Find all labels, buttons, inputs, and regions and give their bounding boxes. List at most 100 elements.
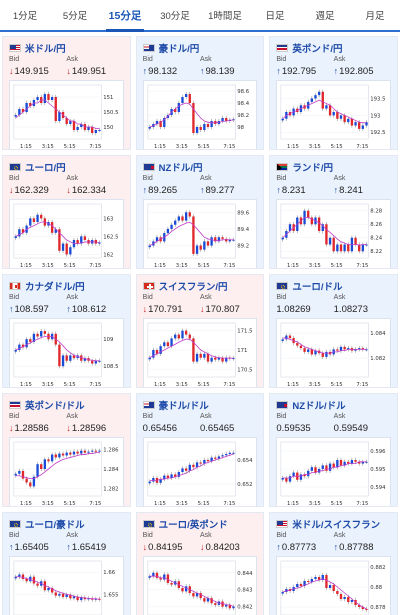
candle-body [362,125,365,129]
candle-body [162,574,166,580]
candle-body [47,94,50,100]
pair-name-link[interactable]: ユーロ/英ポンド [158,519,228,531]
ask-price-value: 1.65419 [71,541,107,553]
candlestick-chart[interactable]: 8.28 8.26 8.24 8.22 1:15 3:15 5:15 7:15 [276,199,391,269]
tab-timeframe[interactable]: 日足 [265,11,285,22]
candle-body [21,574,25,579]
candlestick-chart[interactable]: 171.5 171 170.5 1:15 3:15 5:15 7:15 [142,318,258,387]
price-values: ↓1.28586 ↓1.28596 [9,422,124,434]
candlestick-chart[interactable]: 98.6 98.4 98.2 98 1:15 3:15 5:15 7:15 [142,80,258,149]
candle-body [281,478,285,480]
pair-name-link[interactable]: スイスフラン/円 [158,281,228,293]
tab-timeframe[interactable]: 月足 [365,11,385,22]
ask-price-value: 0.87788 [339,541,374,553]
candlestick-chart[interactable]: 109 108.5 1:15 3:15 5:15 7:15 [9,318,124,387]
candle-body [321,465,325,469]
pair-name-link[interactable]: NZドル/円 [158,162,203,174]
candle-body [210,457,213,462]
candlestick-chart[interactable]: 163 162.5 162 1:15 3:15 5:15 7:15 [9,199,124,268]
ask-price: 0.59549 [334,423,391,434]
bid-price: 0.59535 [276,423,333,434]
candle-body [91,127,94,133]
bid-label: Bid [142,294,153,301]
candlestick-chart[interactable]: 89.6 89.4 89.2 1:15 3:15 5:15 7:15 [142,199,258,269]
tab-timeframe[interactable]: 週足 [315,11,335,22]
pair-name-link[interactable]: NZドル/ドル [292,400,346,412]
candle-body [332,463,336,468]
currency-pair-card[interactable]: ユーロ/豪ドルBidAsk↑1.65405↑1.654191.661.6551:… [2,512,131,615]
tab-timeframe[interactable]: 5分足 [62,11,88,22]
chart-svg: 8.28 8.26 8.24 8.22 1:15 3:15 5:15 7:15 [280,203,383,269]
bid-price: 0.65456 [143,423,200,434]
currency-pair-card[interactable]: 英ポンド/円 Bid Ask ↑192.795 ↑192.805 193.5 193 192.… [269,36,398,150]
price-labels: Bid Ask [276,532,391,541]
candlestick-chart[interactable]: 1.286 1.284 1.282 1:15 3:15 5:15 7:15 [9,437,124,506]
currency-pair-card[interactable]: 豪ドル/円 Bid Ask ↑98.132 ↑98.139 98.6 98.4 98.2 98 1… [135,36,265,150]
currency-pair-card[interactable]: 米ドル/円 Bid Ask ↓149.915 ↓149.951 151 150.5 150 1:… [2,36,131,150]
currency-pair-card[interactable]: ユーロ/円 Bid Ask ↓162.329 ↓162.334 163 162.5 162 1:… [2,155,131,269]
x-tick-label: 7:15 [357,382,369,388]
candle-body [221,118,224,121]
currency-pair-card[interactable]: NZドル/円 Bid Ask ↑89.265 ↑89.277 89.6 89.4 89.2 1:… [135,155,265,269]
flag-icon [9,162,21,171]
ask-price-value: 89.277 [205,184,235,196]
pair-name-link[interactable]: カナダドル/円 [25,281,85,293]
candle-body [69,594,72,599]
candle-body [32,333,36,342]
tab-timeframe[interactable]: 15分足 [100,0,150,32]
arrow-up-icon: ↑ [66,541,71,552]
currency-pair-card[interactable]: ユーロ/英ポンド Bid Ask ↓0.84195 ↓0.84203 0.844 0.843… [135,512,265,615]
candlestick-chart[interactable]: 1.661.6551:153:155:157:15 [9,556,124,615]
candle-body [325,575,328,588]
chart-svg: 1.661.6551:153:155:157:15 [13,560,118,615]
candle-body [191,103,195,133]
currency-pair-card[interactable]: 豪ドル/ドル Bid Ask 0.65456 0.65465 0.654 0.652 1:15… [135,393,265,507]
pair-name-link[interactable]: 米ドル/円 [25,43,66,55]
currency-pair-card[interactable]: スイスフラン/円 Bid Ask ↓170.791 ↓170.807 171.5 171 17… [135,274,265,388]
price-labels: Bid Ask [9,294,124,303]
y-tick-label: 1.655 [103,593,118,599]
tab-timeframe[interactable]: 1時間足 [208,11,242,22]
currency-pair-card[interactable]: ユーロ/ドル Bid Ask 1.08269 1.08273 1.084 1.082 1:15… [269,274,398,388]
tab-timeframe[interactable]: 30分足 [160,11,190,22]
bid-label: Bid [276,294,287,301]
candle-body [332,112,336,116]
currency-pair-card[interactable]: 米ドル/スイスフラン Bid Ask ↑0.87773 ↑0.87788 0.882 0.8… [269,512,398,615]
pair-name-link[interactable]: ユーロ/円 [25,162,66,174]
candle-body [159,121,162,127]
pair-name-link[interactable]: 英ポンド/ドル [25,400,85,412]
pair-name-link[interactable]: 英ポンド/円 [292,43,343,55]
candle-body [206,124,209,127]
pair-name-link[interactable]: ユーロ/ドル [292,281,343,293]
candle-body [54,592,57,596]
candle-body [87,598,90,600]
pair-name-link[interactable]: ユーロ/豪ドル [25,519,85,531]
x-tick-label: 5:15 [331,263,343,269]
candlestick-chart[interactable]: 151 150.5 150 1:15 3:15 5:15 7:15 [9,80,124,150]
candle-body [321,91,325,109]
candlestick-chart[interactable]: 0.654 0.652 1:15 3:15 5:15 7:15 [142,437,258,506]
currency-pair-card[interactable]: 英ポンド/ドル Bid Ask ↓1.28586 ↓1.28596 1.286 1.284 1… [2,393,131,507]
ask-price: ↑192.805 [334,66,391,77]
candle-body [188,464,191,471]
candlestick-chart[interactable]: 1.084 1.082 1:15 3:15 5:15 7:15 [276,318,391,388]
tab-timeframe[interactable]: 1分足 [12,11,38,22]
bid-label: Bid [9,413,20,420]
candle-body [303,474,307,477]
x-tick-label: 1:15 [20,144,32,150]
currency-pair-card[interactable]: カナダドル/円 Bid Ask ↑108.597 ↑108.612 109 108.5 1:1… [2,274,131,388]
pair-name-link[interactable]: 米ドル/スイスフラン [292,519,381,531]
currency-pair-card[interactable]: ランド/円 Bid Ask ↑8.231 ↑8.241 8.28 8.26 8.24 8.22 1… [269,155,398,269]
candlestick-chart[interactable]: 193.5 193 192.5 1:15 3:15 5:15 7:15 [276,80,391,149]
pair-name-link[interactable]: ランド/円 [292,162,333,174]
ask-price-value: 0.59549 [333,422,368,434]
currency-pair-card[interactable]: NZドル/ドル Bid Ask 0.59535 0.59549 0.596 0.595 0.5… [269,393,398,507]
candlestick-chart[interactable]: 0.596 0.595 0.594 1:15 3:15 5:15 7:15 [276,437,391,506]
x-tick-label: 5:15 [197,263,209,269]
pair-name-link[interactable]: 豪ドル/円 [158,43,200,55]
candle-body [365,461,368,463]
candle-body [285,589,288,592]
pair-name-link[interactable]: 豪ドル/ドル [158,400,209,412]
